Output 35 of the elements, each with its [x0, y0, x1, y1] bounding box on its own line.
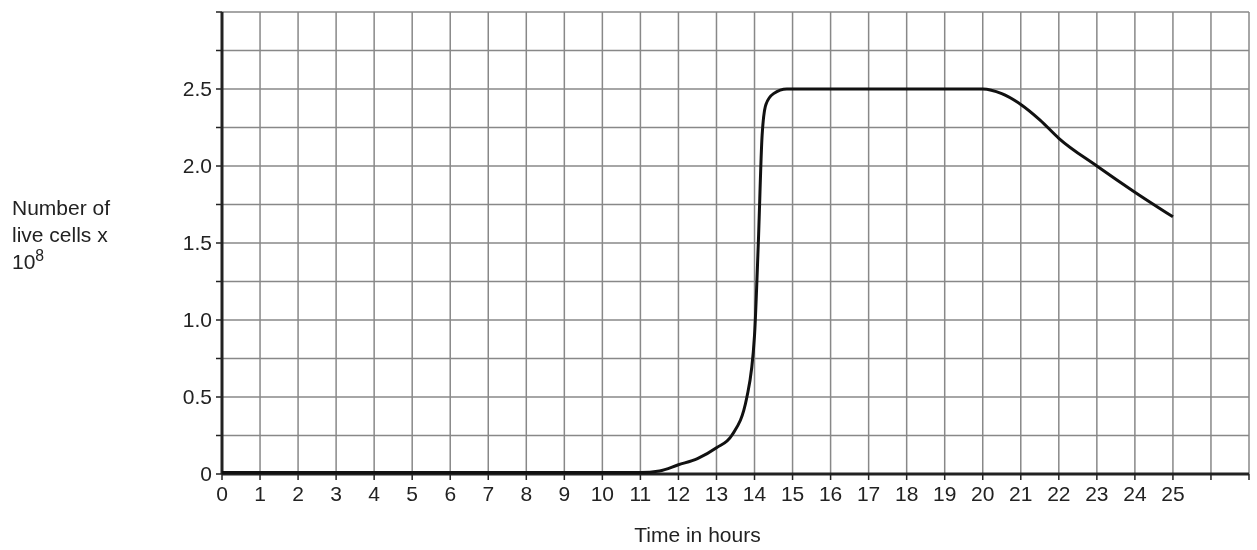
x-tick-label: 22 — [1047, 482, 1071, 505]
y-tick-label: 2.0 — [182, 154, 212, 178]
y-tick-label: 0 — [200, 462, 212, 486]
y-tick-label: 1.5 — [182, 231, 212, 255]
y-tick-label: 1.0 — [182, 308, 212, 332]
x-tick-label: 7 — [482, 482, 495, 505]
x-tick-label: 14 — [742, 482, 767, 505]
x-tick-label: 6 — [444, 482, 457, 505]
line-series — [220, 87, 1175, 474]
x-tick-label: 12 — [666, 482, 691, 505]
x-tick-label: 4 — [368, 482, 381, 505]
x-tick-label: 24 — [1123, 482, 1147, 505]
x-tick-label: 19 — [933, 482, 957, 505]
x-tick-label: 21 — [1009, 482, 1033, 505]
x-tick-label: 3 — [330, 482, 342, 505]
x-tick-label: 8 — [520, 482, 533, 505]
y-axis-title: Number of live cells x 10$^{8}$ — [12, 196, 111, 273]
x-tick-label: 16 — [818, 482, 843, 505]
x-tick-label: 11 — [629, 482, 652, 505]
x-tick-label: 17 — [856, 482, 881, 505]
x-tick-label: 23 — [1085, 482, 1109, 505]
x-tick-label: 5 — [406, 482, 419, 505]
x-tick-label: 10 — [590, 482, 615, 505]
x-tick-label: 25 — [1161, 482, 1185, 505]
y-tick-label: 2.5 — [182, 77, 212, 101]
x-axis-title: Time in hours — [634, 523, 761, 546]
x-tick-label: 13 — [704, 482, 729, 505]
x-tick-label: 20 — [971, 482, 995, 505]
x-tick-label: 9 — [558, 482, 571, 505]
y-tick-label: 0.5 — [182, 385, 212, 409]
x-tick-label: 18 — [894, 482, 919, 505]
x-tick-label: 15 — [780, 482, 805, 505]
x-tick-label: 1 — [254, 482, 266, 505]
x-tick-label: 2 — [292, 482, 304, 505]
x-tick-label: 0 — [216, 482, 228, 505]
